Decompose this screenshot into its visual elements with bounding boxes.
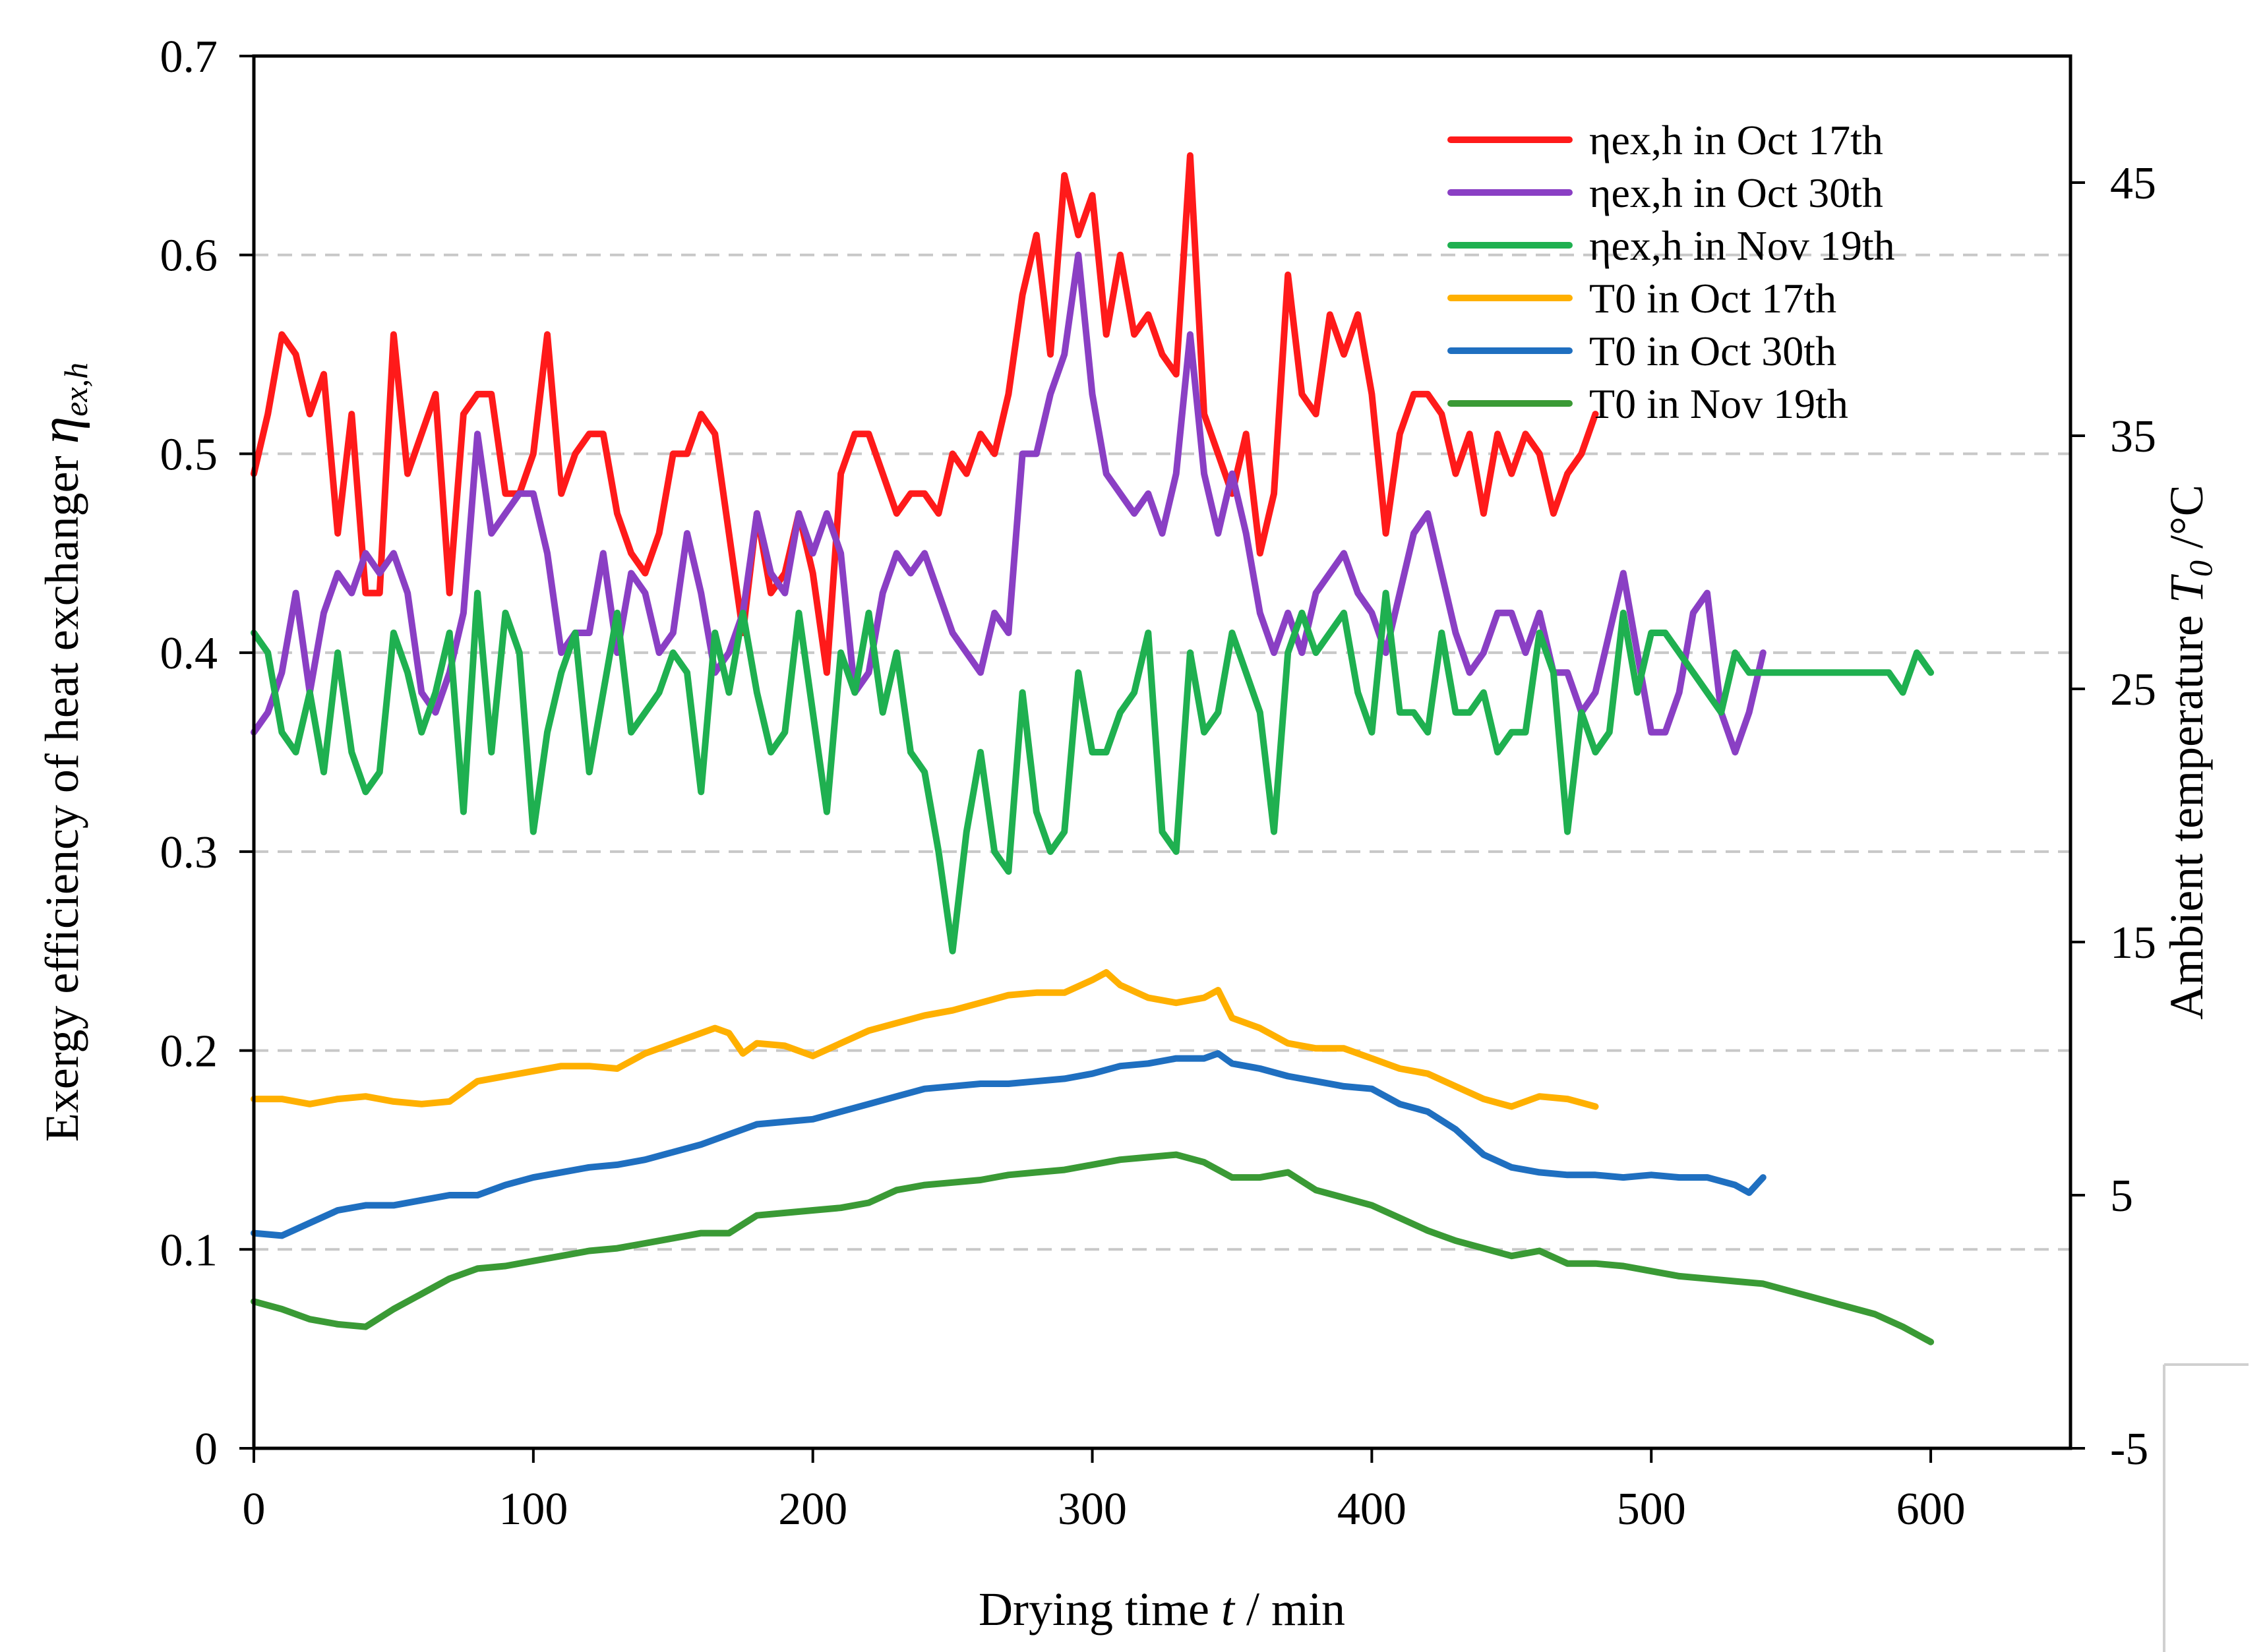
right-axis-label-sub: 0 xyxy=(2182,560,2219,577)
left-tick-label-4: 0.4 xyxy=(160,628,218,679)
x-tick-label-1: 100 xyxy=(499,1484,568,1535)
right-tick-label-4: 35 xyxy=(2110,411,2156,462)
gridlines xyxy=(254,253,2071,1251)
x-axis-ticks: 0 100 200 300 400 500 600 xyxy=(243,1448,1966,1535)
right-tick-label-1: 5 xyxy=(2110,1171,2133,1222)
left-tick-label-5: 0.5 xyxy=(160,429,218,480)
series-lines xyxy=(251,152,1935,1345)
legend-label-2: ηex,h in Nov 19th xyxy=(1589,222,1895,269)
x-tick-label-5: 500 xyxy=(1617,1484,1686,1535)
x-tick-label-2: 200 xyxy=(778,1484,847,1535)
x-tick-label-3: 300 xyxy=(1058,1484,1127,1535)
series-line-4 xyxy=(251,1050,1767,1239)
legend-label-5: T0 in Nov 19th xyxy=(1589,380,1848,427)
legend-label-1: ηex,h in Oct 30th xyxy=(1589,169,1883,216)
series-line-0 xyxy=(251,152,1599,676)
left-axis-ticks: 0 0.1 0.2 0.3 0.4 0.5 0.6 0.7 xyxy=(160,32,254,1475)
x-tick-label-6: 600 xyxy=(1896,1484,1966,1535)
legend-label-3: T0 in Oct 17th xyxy=(1589,275,1836,322)
x-axis-label-var: t xyxy=(1221,1583,1236,1636)
series-line-1 xyxy=(251,251,1767,755)
legend-label-0: ηex,h in Oct 17th xyxy=(1589,117,1883,163)
x-axis-label-unit: / min xyxy=(1234,1583,1345,1636)
x-axis-label-text: Drying time xyxy=(979,1583,1221,1636)
right-tick-label-5: 45 xyxy=(2110,158,2156,209)
x-tick-label-0: 0 xyxy=(243,1484,266,1535)
left-tick-label-0: 0 xyxy=(195,1424,218,1475)
left-tick-label-7: 0.7 xyxy=(160,32,218,82)
left-tick-label-3: 0.3 xyxy=(160,827,218,878)
right-axis-label-var: T xyxy=(2160,574,2213,603)
right-tick-label-2: 15 xyxy=(2110,918,2156,968)
right-axis-ticks: -5 5 15 25 35 45 xyxy=(2071,158,2156,1475)
left-axis-label-sub: ex,h xyxy=(57,363,94,417)
right-axis-label-text: Ambient temperature xyxy=(2160,603,2213,1020)
left-tick-label-1: 0.1 xyxy=(160,1225,218,1276)
x-axis-label: Drying time t / min xyxy=(979,1583,1345,1636)
right-tick-label-0: -5 xyxy=(2110,1424,2148,1475)
left-axis-label: Exergy efficiency of heat exchanger ηex,… xyxy=(29,363,94,1142)
series-line-3 xyxy=(251,969,1599,1110)
right-axis-label: Ambient temperature T0 /°C xyxy=(2160,485,2219,1020)
x-tick-label-4: 400 xyxy=(1337,1484,1406,1535)
left-axis-label-var: η xyxy=(29,417,90,444)
plot-frame xyxy=(252,54,2072,1450)
left-axis-label-text: Exergy efficiency of heat exchanger xyxy=(36,444,88,1142)
series-line-2 xyxy=(251,589,1935,955)
left-tick-label-2: 0.2 xyxy=(160,1026,218,1077)
right-tick-label-3: 25 xyxy=(2110,664,2156,715)
corner-box-line xyxy=(2163,1363,2249,1652)
series-line-5 xyxy=(251,1151,1935,1345)
right-axis-label-unit: /°C xyxy=(2160,485,2213,560)
legend: ηex,h in Oct 17th ηex,h in Oct 30th ηex,h … xyxy=(1447,117,1895,427)
left-tick-label-6: 0.6 xyxy=(160,231,218,281)
legend-label-4: T0 in Oct 30th xyxy=(1589,328,1836,374)
